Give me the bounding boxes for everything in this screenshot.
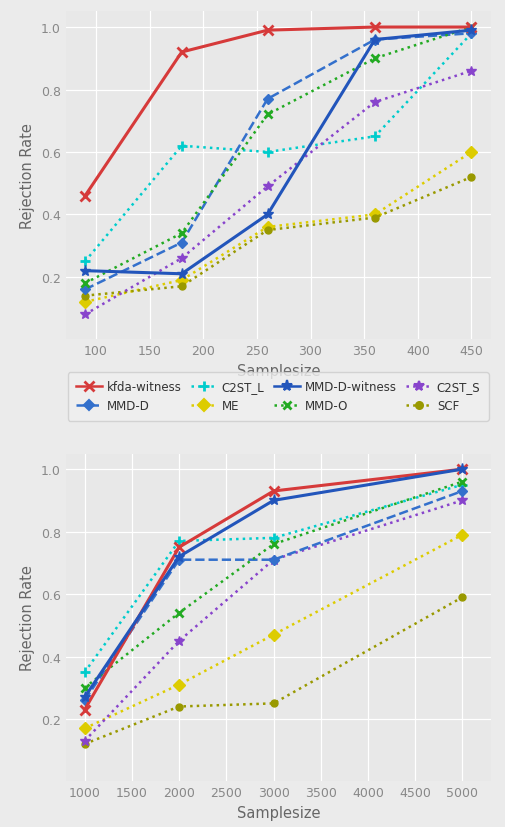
Y-axis label: Rejection Rate: Rejection Rate xyxy=(20,123,35,229)
X-axis label: Samplesize: Samplesize xyxy=(236,805,320,820)
Y-axis label: Rejection Rate: Rejection Rate xyxy=(20,565,35,671)
Legend: kfda-witness, MMD-D, C2ST_L, ME, MMD-D-witness, MMD-O, C2ST_S, SCF: kfda-witness, MMD-D, C2ST_L, ME, MMD-D-w… xyxy=(68,373,488,421)
X-axis label: Samplesize: Samplesize xyxy=(236,363,320,378)
